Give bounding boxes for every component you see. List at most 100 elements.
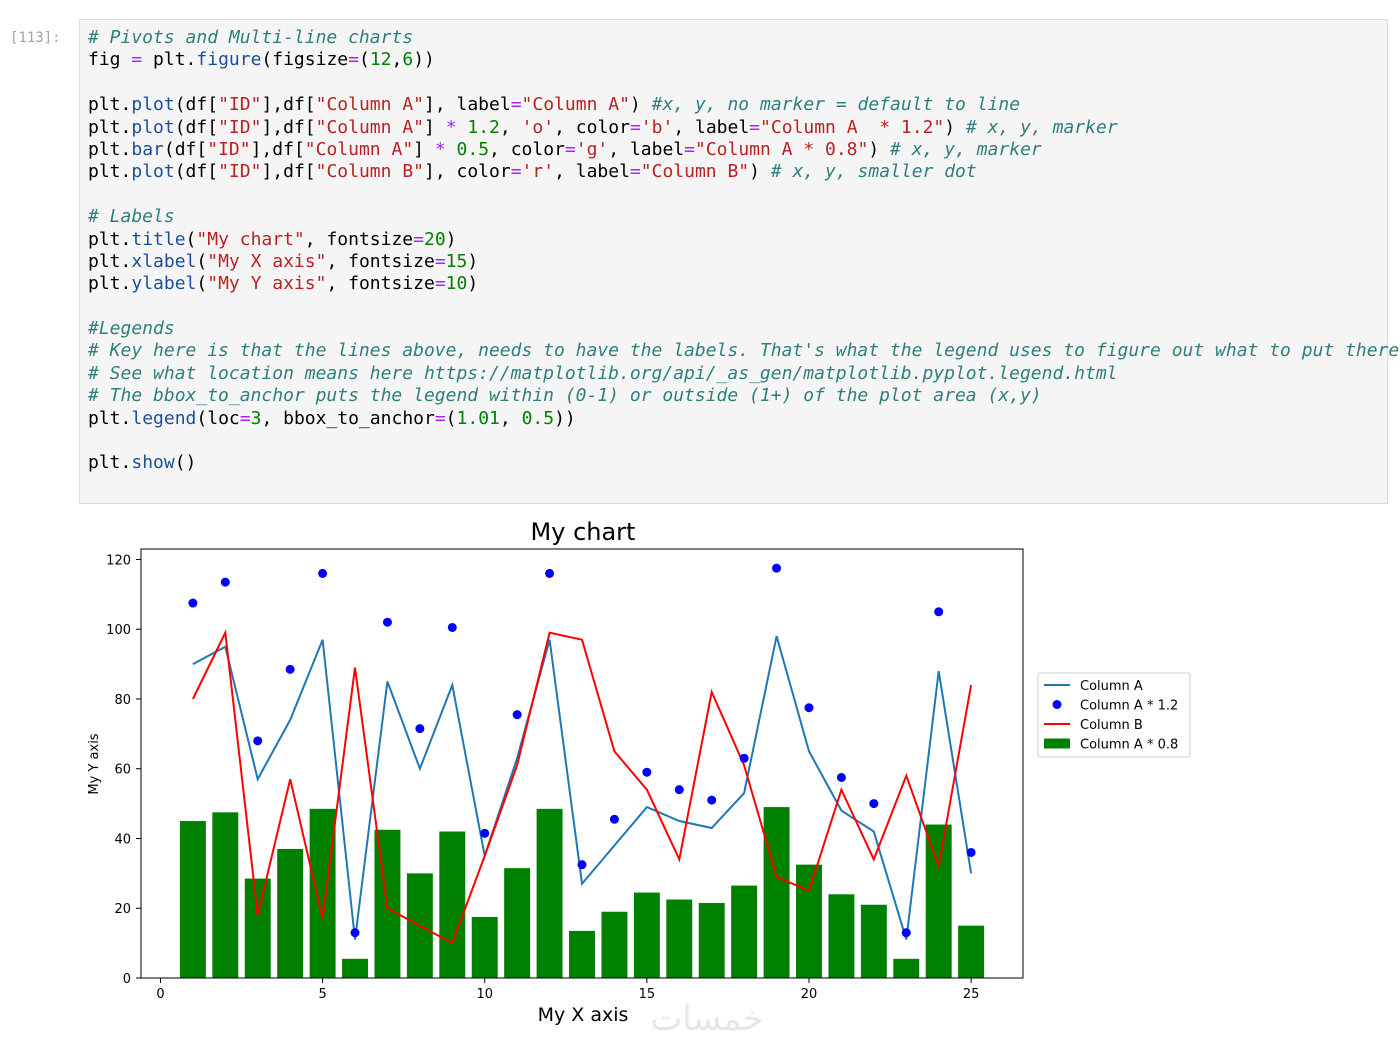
code-token: #Legends <box>88 318 175 340</box>
code-token <box>446 139 457 160</box>
code-token <box>457 117 468 138</box>
code-token: , label <box>673 116 750 138</box>
data-point <box>545 568 555 578</box>
data-point <box>415 724 425 734</box>
code-line: plt.ylabel("My Y axis", fontsize=10) <box>88 273 1400 295</box>
y-tick-label: 100 <box>106 623 131 638</box>
data-point <box>447 622 457 632</box>
x-tick-label: 25 <box>963 987 980 1002</box>
data-point <box>934 607 944 617</box>
code-line: plt.plot(df["ID"],df["Column B"], color=… <box>88 161 1400 183</box>
code-token: = <box>239 407 251 429</box>
code-line: # See what location means here https://m… <box>88 363 1400 385</box>
code-line: # Labels <box>88 206 1400 228</box>
code-editor[interactable]: # Pivots and Multi-line charts fig = plt.… <box>88 27 1400 475</box>
legend-label: Column A * 1.2 <box>1080 699 1178 714</box>
code-token: "Column A * 1.2" <box>760 116 945 138</box>
code-line: plt.bar(df["ID"],df["Column A"] * 0.5, c… <box>88 139 1400 161</box>
code-token: = <box>510 94 522 116</box>
code-line: plt.xlabel("My X axis", fontsize=15) <box>88 251 1400 273</box>
code-token: # See what location means here https://m… <box>88 362 1118 384</box>
chart-title: My chart <box>531 518 636 546</box>
data-point <box>285 664 295 674</box>
code-token: plt. <box>88 116 132 138</box>
bar <box>893 958 920 978</box>
code-token: = <box>348 49 359 71</box>
data-point <box>804 703 814 713</box>
code-token: , color <box>554 116 630 138</box>
code-token: ] <box>413 138 435 160</box>
bar <box>828 894 855 978</box>
data-point <box>966 847 976 857</box>
chart: My chart My Y axis My X axis خمسات 0 20 40… <box>87 518 1191 1039</box>
data-point <box>901 928 911 938</box>
code-token: plot <box>131 161 175 183</box>
code-token: "ID" <box>207 138 251 160</box>
bar <box>277 848 304 978</box>
code-token: plt. <box>88 138 132 160</box>
legend-label: Column A * 0.8 <box>1080 738 1178 753</box>
code-token: = <box>510 161 522 183</box>
code-token: ) <box>467 273 479 295</box>
code-token: ],df[ <box>261 161 316 183</box>
bar <box>504 868 531 978</box>
code-token: plot <box>131 94 175 116</box>
code-token: # Pivots and Multi-line charts <box>88 27 414 48</box>
x-tick-label: 20 <box>801 987 818 1002</box>
code-token: "Column B" <box>315 161 424 183</box>
code-token: plt. <box>88 273 132 295</box>
code-token: (df[ <box>163 138 208 160</box>
code-token: = <box>413 228 424 250</box>
code-token: ], label <box>424 94 511 116</box>
code-token: # x, y, smaller dot <box>770 161 977 183</box>
plot-frame <box>140 548 1024 979</box>
code-line: plt.show() <box>88 452 1400 474</box>
code-token: ( <box>196 250 208 272</box>
x-tick-label: 15 <box>639 987 656 1002</box>
legend-box <box>1037 672 1191 758</box>
code-line: # Key here is that the lines above, need… <box>88 340 1400 362</box>
code-line <box>88 72 1400 94</box>
x-tick-label: 5 <box>318 987 326 1002</box>
code-token: = <box>749 116 761 138</box>
bar <box>342 958 368 978</box>
code-token: (df[ <box>174 94 219 116</box>
y-tick-label: 20 <box>114 902 131 917</box>
code-line: plt.legend(loc=3, bbox_to_anchor=(1.01, … <box>88 408 1400 430</box>
code-token: plt. <box>88 161 132 183</box>
code-token: plt. <box>88 452 132 474</box>
bar <box>796 864 822 978</box>
bar <box>569 930 595 978</box>
code-token: ) <box>944 116 966 138</box>
code-token: = <box>434 273 446 295</box>
code-token: )) <box>413 49 435 71</box>
code-token: = <box>564 138 576 160</box>
code-token: = <box>131 49 143 71</box>
code-token: # Key here is that the lines above, need… <box>88 340 1400 362</box>
x-tick-label: 0 <box>156 987 164 1002</box>
code-token: 3 <box>250 407 262 429</box>
code-line <box>88 296 1400 318</box>
code-cell[interactable]: # Pivots and Multi-line charts fig = plt.… <box>79 19 1400 504</box>
data-point <box>220 577 230 587</box>
code-token: = <box>684 138 695 160</box>
data-point <box>772 563 782 573</box>
data-point <box>350 928 360 938</box>
code-token: title <box>131 228 186 250</box>
code-token: , <box>499 407 522 429</box>
code-token: ] <box>424 116 446 138</box>
code-token: plt. <box>142 49 197 71</box>
code-line: #Legends <box>88 318 1400 340</box>
bar <box>925 824 952 978</box>
code-line: plt.title("My chart", fontsize=20) <box>88 229 1400 251</box>
code-token: , fontsize <box>304 228 414 250</box>
legend-label: Column B <box>1080 718 1143 733</box>
data-point <box>642 767 652 777</box>
data-point <box>674 785 684 795</box>
code-token: # Labels <box>88 206 175 228</box>
data-point <box>577 860 587 870</box>
data-point <box>869 799 879 809</box>
code-token: 20 <box>423 228 446 250</box>
y-axis-label: My Y axis <box>87 733 102 794</box>
data-point <box>253 736 263 746</box>
